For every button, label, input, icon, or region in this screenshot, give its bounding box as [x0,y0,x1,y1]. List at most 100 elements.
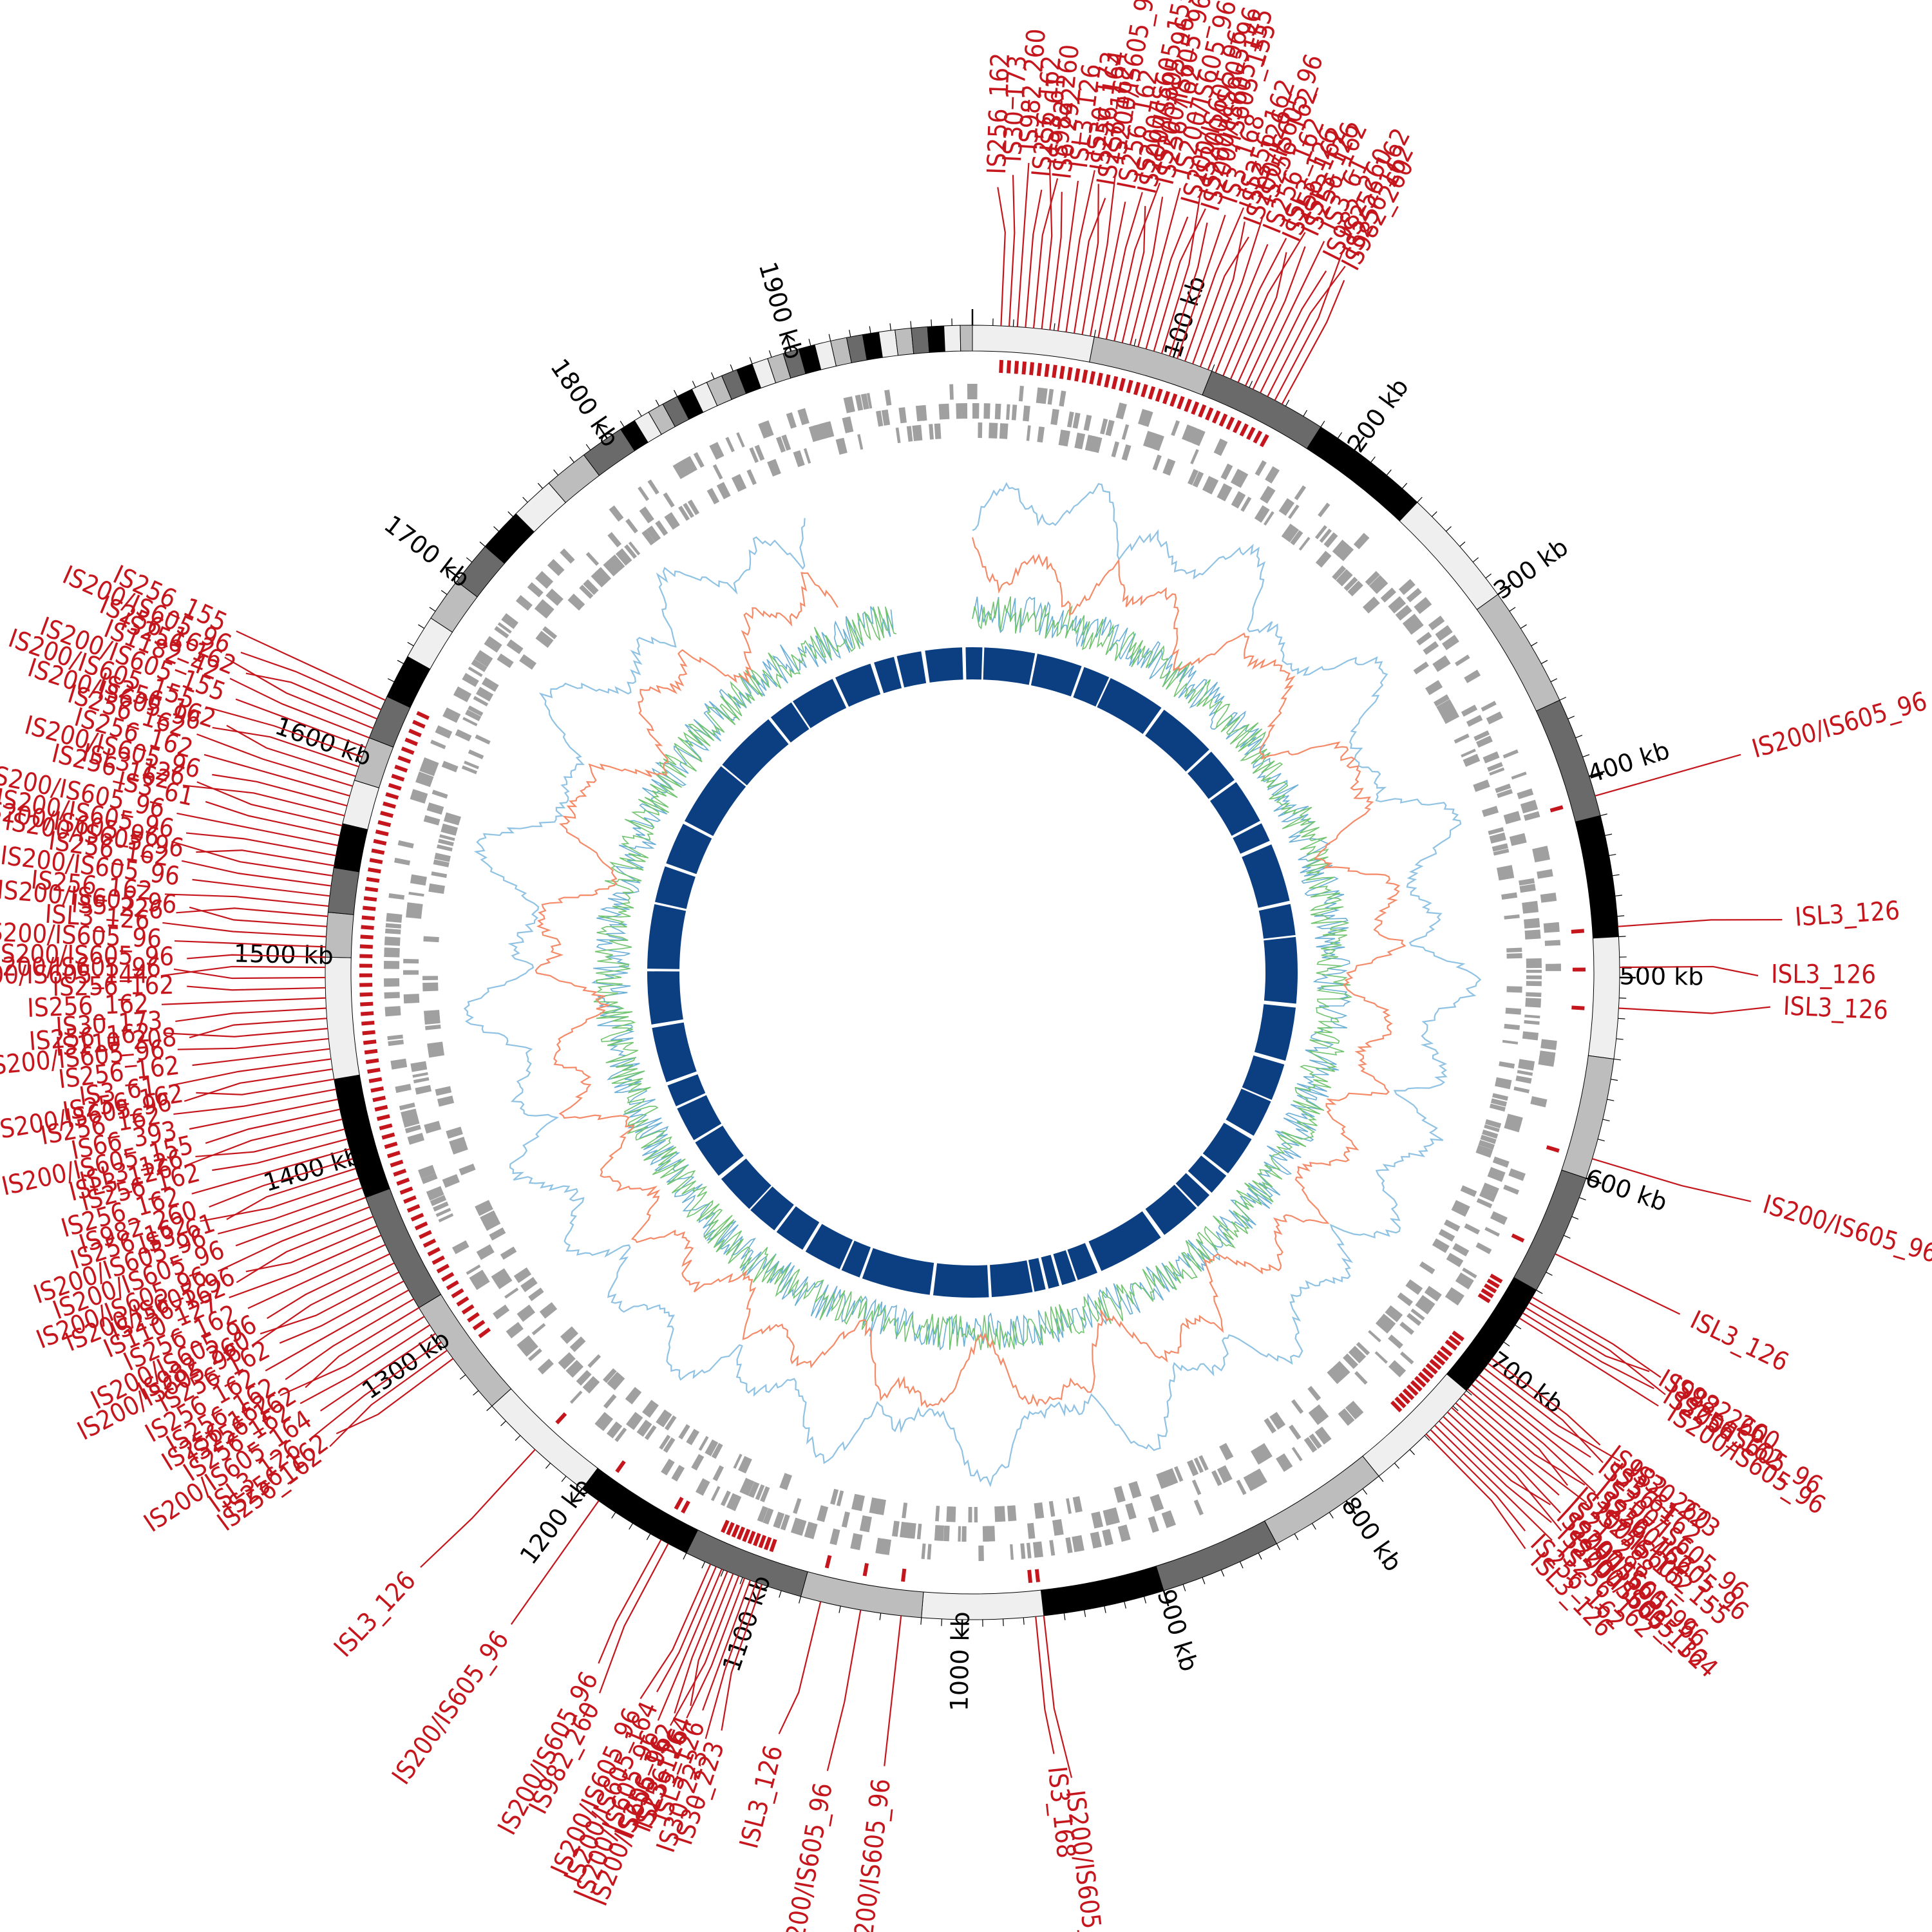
gene-block [1111,441,1120,458]
is-element-mark [1546,1145,1560,1153]
inner-gene-segment [1088,1211,1161,1271]
gene-block [426,802,444,815]
is-element-mark [359,973,373,978]
gene-block [1213,438,1228,457]
is-element-mark [1414,1376,1426,1388]
gene-block [384,960,400,969]
is-leader-line [1451,1406,1561,1513]
gene-block [661,1459,675,1476]
gene-block [1435,625,1453,641]
tick-mark [931,319,933,327]
ideogram-band [325,956,360,1080]
gene-block [1478,1139,1495,1150]
gene-block [646,526,661,542]
gene-block [1066,1498,1072,1514]
is-leader-line [320,1332,436,1412]
gene-block [762,1508,774,1525]
is-element-mark [368,867,381,874]
inner-gene-segment [1067,1243,1098,1280]
gene-block [1007,1505,1017,1522]
gene-block [1365,571,1380,586]
is-element-mark [1027,1569,1033,1584]
inner-gene-segment [647,904,687,969]
is-element-mark [371,848,385,855]
gene-block [1331,1364,1347,1380]
is-leader-line [656,1566,717,1692]
tick-mark [1094,330,1096,337]
is-element-mark [1119,377,1126,392]
is-element-mark [862,1562,869,1577]
is-element-mark [467,1312,480,1323]
ideogram-band [334,1074,390,1198]
tick-mark [1409,1449,1416,1455]
is-leader-line [329,1349,448,1447]
gene-block [902,1502,908,1519]
gene-block [1065,1537,1073,1553]
gene-block [1388,1360,1406,1378]
gene-block [424,1010,440,1019]
is-leader-line [1430,1429,1526,1531]
tick-mark [1401,482,1408,489]
is-leader-line [721,1584,762,1731]
gene-block [1308,1408,1325,1425]
gene-block [683,502,694,518]
is-element-mark [412,719,426,729]
gene-block [506,1321,524,1339]
gene-block [1260,486,1276,504]
is-element-mark [681,1500,690,1514]
is-element-label: IS200/IS605_96 [1748,687,1930,764]
gene-block [538,630,554,644]
is-leader-line [1035,1616,1055,1754]
is-leader-line [163,1028,328,1037]
is-element-mark [1394,1396,1406,1408]
gene-block [1152,454,1162,471]
inner-gene-segment [1242,844,1290,908]
gene-block [476,687,494,702]
is-leader-line [189,906,327,927]
tick-mark [1602,1119,1610,1122]
gene-block [473,696,489,706]
is-leader-line [191,1148,350,1195]
gene-block [664,1415,677,1431]
gene-block [1072,1535,1084,1553]
is-leader-line [212,773,348,807]
gene-block [569,1390,583,1404]
gene-block [1276,1456,1288,1472]
is-element-label: IS30_173 [55,1006,163,1042]
gene-block [455,729,472,742]
gene-block [1544,940,1561,946]
gene-block [678,506,690,521]
is-element-mark [461,1304,475,1315]
kb-tick-label: 900 kb [1151,1586,1204,1675]
gene-block [1066,412,1074,428]
is-leader-line [1192,236,1249,365]
is-element-mark [758,1535,767,1549]
gene-block [1493,848,1510,856]
gene-block [938,404,946,420]
is-element-mark [456,1296,469,1307]
is-leader-line [196,733,353,787]
gene-block [850,1533,863,1551]
tick-mark [849,330,851,337]
gene-block [449,1137,465,1144]
inner-gene-segment [1242,1055,1285,1100]
gene-block [1281,524,1296,540]
gene-block [1419,1261,1435,1274]
is-element-mark [372,1095,386,1103]
ideogram-band [921,1589,1045,1620]
tick-mark [597,424,608,439]
gene-block [491,1268,509,1285]
tick-mark [387,678,395,683]
is-element-mark [360,1011,374,1016]
is-element-mark [361,1020,375,1026]
gene-block [500,1246,517,1260]
gene-block [1217,483,1233,502]
gene-block [1489,767,1505,776]
gene-block [934,1525,945,1541]
gene-block [1083,414,1092,431]
gc-content-line [591,596,1351,1351]
tick-mark [446,567,460,579]
gene-block [797,408,810,426]
tick-mark [429,607,436,612]
tick-mark [1459,541,1466,547]
